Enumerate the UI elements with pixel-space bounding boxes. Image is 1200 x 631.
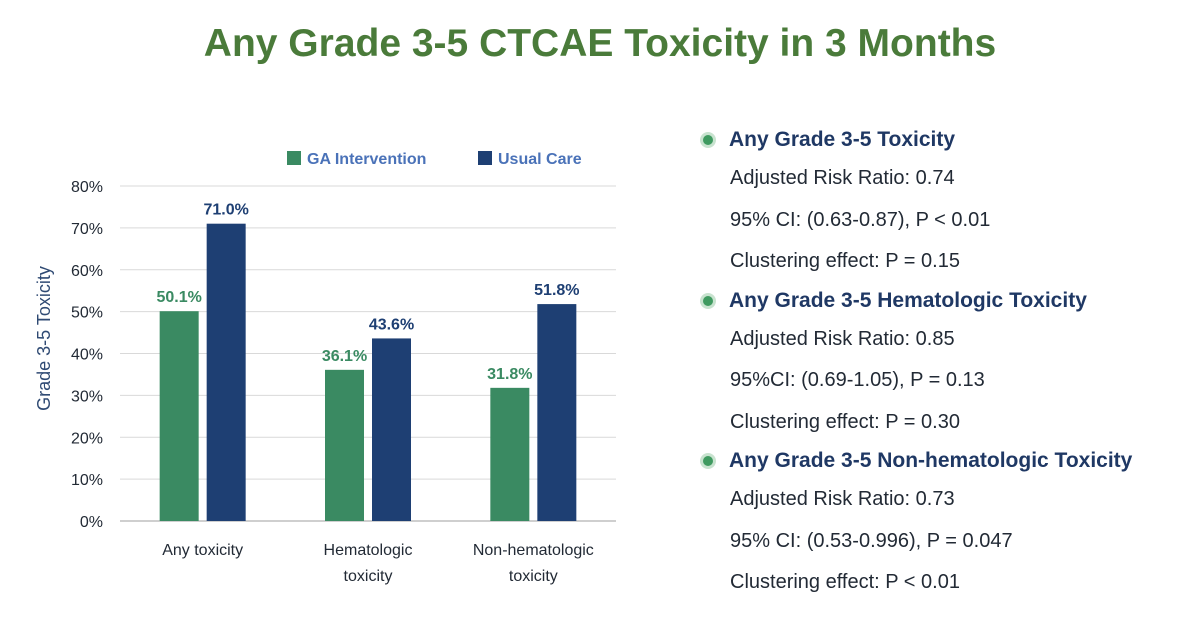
legend-label: GA Intervention: [307, 151, 426, 168]
result-group-non-hematologic: Any Grade 3-5 Non-hematologic Toxicity A…: [697, 443, 1197, 604]
bullet-icon: [703, 135, 713, 145]
y-tick-label: 10%: [71, 472, 103, 489]
data-label: 71.0%: [203, 202, 248, 219]
result-line: Clustering effect: P = 0.15: [730, 250, 960, 272]
bar-ga-intervention: [159, 311, 199, 521]
y-tick-label: 50%: [71, 305, 103, 322]
bar-usual-care: [537, 304, 577, 521]
y-axis-title: Grade 3-5 Toxicity: [34, 266, 54, 411]
x-tick-label: Non-hematologic: [473, 542, 594, 559]
results-panel: Any Grade 3-5 Toxicity Adjusted Risk Rat…: [697, 122, 1197, 604]
result-line: Adjusted Risk Ratio: 0.74: [730, 167, 955, 189]
bar-chart: 0% 10% 20% 30% 40% 50% 60% 70% 80% Grade 3-5 Toxi…: [34, 151, 616, 585]
y-tick-label: 40%: [71, 347, 103, 364]
result-group-any: Any Grade 3-5 Toxicity Adjusted Risk Rat…: [697, 122, 1197, 283]
legend-swatch: [287, 151, 301, 165]
result-line: Adjusted Risk Ratio: 0.85: [730, 327, 955, 350]
result-heading: Any Grade 3-5 Non-hematologic Toxicity: [729, 449, 1133, 472]
legend-swatch: [478, 151, 492, 165]
x-tick-label: toxicity: [344, 568, 393, 585]
result-line: Adjusted Risk Ratio: 0.73: [730, 488, 955, 510]
data-label: 31.8%: [487, 366, 532, 383]
result-line: 95% CI: (0.53-0.996), P = 0.047: [730, 529, 1013, 552]
result-line: Clustering effect: P = 0.30: [730, 410, 960, 433]
x-tick-label: toxicity: [509, 568, 558, 585]
legend-label: Usual Care: [498, 151, 582, 168]
bullet-icon: [703, 295, 713, 306]
y-tick-label: 80%: [71, 179, 103, 196]
y-tick-label: 0%: [80, 514, 103, 531]
y-tick-label: 20%: [71, 430, 103, 447]
data-label: 36.1%: [322, 348, 367, 365]
result-heading: Any Grade 3-5 Toxicity: [729, 128, 956, 151]
y-tick-label: 70%: [71, 221, 103, 238]
result-line: 95%CI: (0.69-1.05), P = 0.13: [730, 369, 985, 391]
result-line: 95% CI: (0.63-0.87), P < 0.01: [730, 208, 991, 231]
data-label: 50.1%: [156, 289, 201, 306]
result-heading: Any Grade 3-5 Hematologic Toxicity: [729, 288, 1087, 312]
x-tick-label: Any toxicity: [162, 542, 243, 559]
bar-ga-intervention: [325, 369, 364, 521]
data-label: 51.8%: [534, 282, 579, 299]
bar-usual-care: [206, 223, 246, 521]
bullet-icon: [703, 456, 713, 466]
x-tick-label: Hematologic: [324, 542, 413, 559]
page-title: Any Grade 3-5 CTCAE Toxicity in 3 Months: [203, 22, 997, 65]
bar-usual-care: [372, 338, 411, 521]
result-group-hematologic: Any Grade 3-5 Hematologic Toxicity Adjus…: [697, 283, 1197, 444]
y-tick-label: 60%: [71, 263, 103, 280]
result-line: Clustering effect: P < 0.01: [730, 571, 960, 593]
y-tick-label: 30%: [71, 388, 103, 405]
bar-ga-intervention: [490, 387, 530, 521]
data-label: 43.6%: [369, 316, 414, 333]
